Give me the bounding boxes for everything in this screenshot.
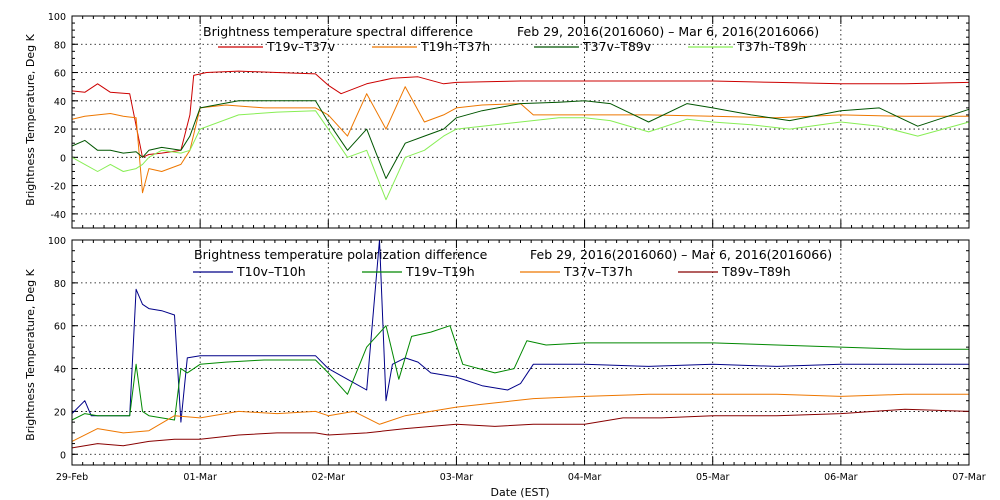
y-tick-label: -40 bbox=[50, 210, 66, 221]
x-tick-label: 05-Mar bbox=[696, 472, 730, 483]
plot-frame bbox=[71, 239, 970, 466]
x-tick-label: 06-Mar bbox=[824, 472, 858, 483]
legend-label: T37v–T37h bbox=[563, 264, 633, 279]
y-axis-label-polarization: Brightness Temperature, Deg K bbox=[24, 268, 37, 440]
y-tick-label: 100 bbox=[48, 236, 66, 247]
y-tick-label: -20 bbox=[50, 182, 66, 193]
y-tick-label: 80 bbox=[54, 279, 66, 290]
x-axis-label: Date (EST) bbox=[490, 486, 549, 499]
series-line-3 bbox=[71, 393, 969, 442]
x-tick-label: 29-Feb bbox=[56, 472, 88, 483]
series-line-1 bbox=[71, 70, 970, 158]
x-tick-label: 07-Mar bbox=[952, 472, 986, 483]
legend-label: T19v–T37v bbox=[266, 39, 336, 54]
y-tick-label: 100 bbox=[48, 12, 66, 23]
x-axis-tick-labels: 29-Feb 01-Mar 02-Mar 03-Mar 04-Mar 05-Mar 06-M… bbox=[56, 472, 986, 483]
x-tick-label: 02-Mar bbox=[312, 472, 346, 483]
series-line-2 bbox=[71, 325, 969, 421]
y-tick-label: 60 bbox=[54, 322, 66, 333]
y-tick-label: 20 bbox=[54, 125, 66, 136]
series-line-4 bbox=[71, 408, 970, 449]
y-tick-label: 40 bbox=[54, 97, 66, 108]
series-line-3 bbox=[71, 100, 970, 179]
legend-label: T89v–T89h bbox=[721, 264, 791, 279]
y-axis-label-spectral: Brightness Temperature, Deg K bbox=[24, 33, 37, 205]
legend-label: T19h–T37h bbox=[420, 39, 490, 54]
y-tick-label: 0 bbox=[60, 153, 66, 164]
series-line-1 bbox=[71, 239, 969, 423]
y-tick-label: 0 bbox=[60, 450, 66, 461]
y-tick-label: 20 bbox=[54, 407, 66, 418]
x-tick-label: 04-Mar bbox=[568, 472, 602, 483]
series-line-4 bbox=[71, 110, 970, 201]
chart-date-range-polarization: Feb 29, 2016(2016060) – Mar 6, 2016(2016… bbox=[530, 247, 832, 262]
legend-label: T19v–T19h bbox=[405, 264, 475, 279]
y-tick-label: 40 bbox=[54, 365, 66, 376]
chart-date-range-spectral: Feb 29, 2016(2016060) – Mar 6, 2016(2016… bbox=[517, 24, 819, 39]
series-line-2 bbox=[71, 86, 969, 194]
legend-label: T37v–T89v bbox=[582, 39, 652, 54]
y-tick-label: 80 bbox=[54, 40, 66, 51]
legend-label: T10v–T10h bbox=[236, 264, 306, 279]
polarization-difference-chart: Brightness temperature polarization diff… bbox=[24, 236, 970, 466]
x-tick-label: 03-Mar bbox=[440, 472, 474, 483]
chart-title-spectral: Brightness temperature spectral differen… bbox=[203, 24, 473, 39]
spectral-difference-chart: Brightness temperature spectral differen… bbox=[24, 12, 970, 229]
chart-title-polarization: Brightness temperature polarization diff… bbox=[194, 247, 488, 262]
y-tick-label: 60 bbox=[54, 69, 66, 80]
legend-label: T37h–T89h bbox=[736, 39, 806, 54]
x-tick-label: 01-Mar bbox=[183, 472, 217, 483]
plot-frame bbox=[71, 15, 970, 229]
